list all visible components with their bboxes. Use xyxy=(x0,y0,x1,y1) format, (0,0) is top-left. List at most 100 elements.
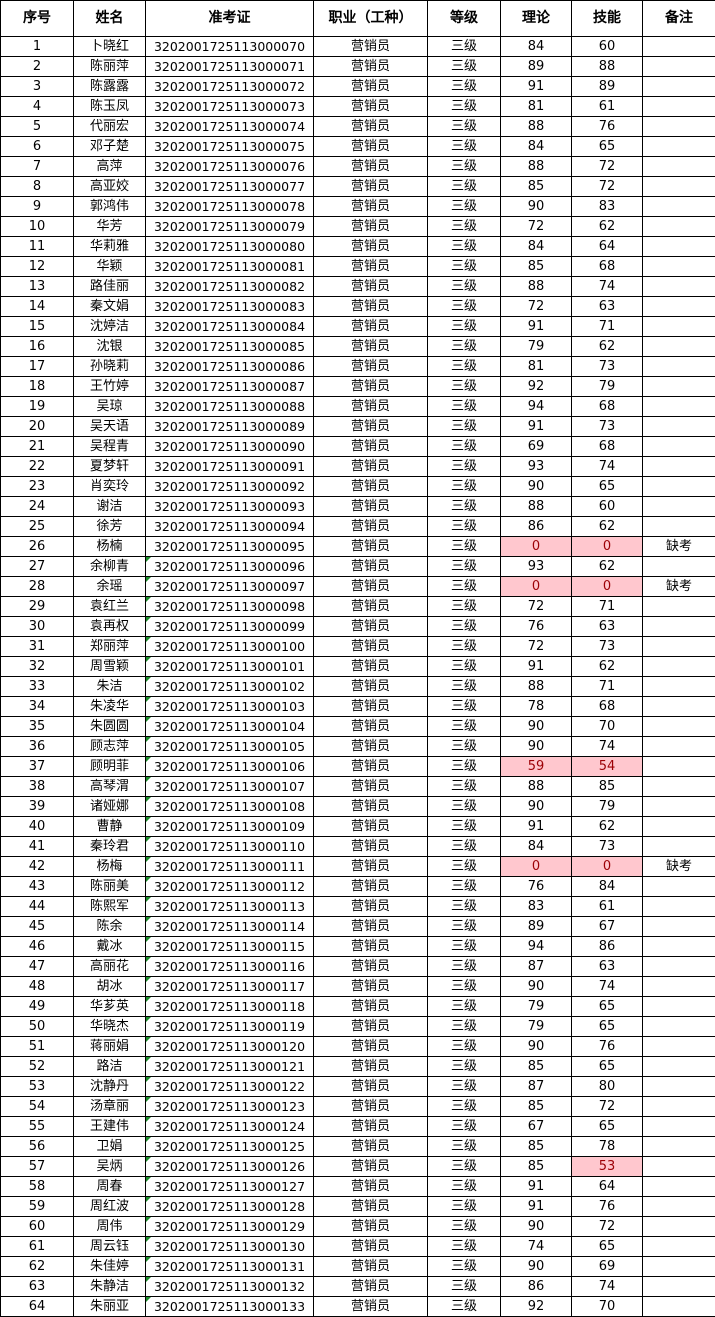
cell-occupation[interactable]: 营销员 xyxy=(313,1216,428,1237)
cell-index[interactable]: 5 xyxy=(0,116,74,137)
cell-index[interactable]: 62 xyxy=(0,1256,74,1277)
cell-exam-id[interactable]: 3202001725113000116 xyxy=(145,956,314,977)
header-remark[interactable]: 备注 xyxy=(642,0,715,37)
cell-index[interactable]: 60 xyxy=(0,1216,74,1237)
cell-name[interactable]: 华颖 xyxy=(73,256,146,277)
cell-theory[interactable]: 91 xyxy=(500,416,572,437)
cell-remark[interactable] xyxy=(642,876,715,897)
cell-theory[interactable]: 72 xyxy=(500,596,572,617)
cell-occupation[interactable]: 营销员 xyxy=(313,416,428,437)
cell-exam-id[interactable]: 3202001725113000071 xyxy=(145,56,314,77)
cell-remark[interactable] xyxy=(642,896,715,917)
cell-skill[interactable]: 65 xyxy=(571,476,643,497)
cell-skill[interactable]: 79 xyxy=(571,376,643,397)
cell-remark[interactable] xyxy=(642,1256,715,1277)
cell-name[interactable]: 卜晓红 xyxy=(73,36,146,57)
cell-occupation[interactable]: 营销员 xyxy=(313,876,428,897)
cell-exam-id[interactable]: 3202001725113000120 xyxy=(145,1036,314,1057)
cell-level[interactable]: 三级 xyxy=(427,956,501,977)
cell-skill[interactable]: 62 xyxy=(571,216,643,237)
cell-theory[interactable]: 94 xyxy=(500,936,572,957)
cell-index[interactable]: 21 xyxy=(0,436,74,457)
cell-skill[interactable]: 60 xyxy=(571,36,643,57)
cell-remark[interactable] xyxy=(642,956,715,977)
cell-skill[interactable]: 70 xyxy=(571,1296,643,1317)
cell-name[interactable]: 陈丽萍 xyxy=(73,56,146,77)
cell-level[interactable]: 三级 xyxy=(427,1196,501,1217)
cell-index[interactable]: 54 xyxy=(0,1096,74,1117)
cell-name[interactable]: 戴冰 xyxy=(73,936,146,957)
cell-remark[interactable] xyxy=(642,396,715,417)
cell-level[interactable]: 三级 xyxy=(427,1076,501,1097)
cell-theory[interactable]: 83 xyxy=(500,896,572,917)
cell-index[interactable]: 9 xyxy=(0,196,74,217)
cell-remark[interactable] xyxy=(642,196,715,217)
cell-skill[interactable]: 60 xyxy=(571,496,643,517)
cell-remark[interactable] xyxy=(642,1096,715,1117)
cell-name[interactable]: 朱丽亚 xyxy=(73,1296,146,1317)
cell-remark[interactable] xyxy=(642,616,715,637)
cell-name[interactable]: 朱静洁 xyxy=(73,1276,146,1297)
cell-name[interactable]: 周雪颖 xyxy=(73,656,146,677)
cell-remark[interactable] xyxy=(642,436,715,457)
cell-name[interactable]: 华芗英 xyxy=(73,996,146,1017)
cell-remark[interactable] xyxy=(642,1156,715,1177)
cell-level[interactable]: 三级 xyxy=(427,76,501,97)
cell-index[interactable]: 25 xyxy=(0,516,74,537)
cell-theory[interactable]: 90 xyxy=(500,476,572,497)
cell-name[interactable]: 周云钰 xyxy=(73,1236,146,1257)
cell-theory[interactable]: 90 xyxy=(500,736,572,757)
cell-theory[interactable]: 76 xyxy=(500,616,572,637)
cell-name[interactable]: 华芳 xyxy=(73,216,146,237)
cell-occupation[interactable]: 营销员 xyxy=(313,1276,428,1297)
cell-level[interactable]: 三级 xyxy=(427,876,501,897)
cell-index[interactable]: 36 xyxy=(0,736,74,757)
cell-name[interactable]: 蒋丽娟 xyxy=(73,1036,146,1057)
cell-theory[interactable]: 84 xyxy=(500,236,572,257)
cell-theory[interactable]: 88 xyxy=(500,116,572,137)
cell-level[interactable]: 三级 xyxy=(427,696,501,717)
cell-name[interactable]: 代丽宏 xyxy=(73,116,146,137)
cell-exam-id[interactable]: 3202001725113000087 xyxy=(145,376,314,397)
cell-index[interactable]: 18 xyxy=(0,376,74,397)
cell-level[interactable]: 三级 xyxy=(427,1256,501,1277)
cell-name[interactable]: 陈丽美 xyxy=(73,876,146,897)
cell-name[interactable]: 陈露露 xyxy=(73,76,146,97)
cell-theory[interactable]: 88 xyxy=(500,156,572,177)
cell-exam-id[interactable]: 3202001725113000092 xyxy=(145,476,314,497)
cell-remark[interactable] xyxy=(642,1056,715,1077)
cell-skill[interactable]: 72 xyxy=(571,176,643,197)
cell-theory[interactable]: 93 xyxy=(500,556,572,577)
cell-skill[interactable]: 85 xyxy=(571,776,643,797)
cell-theory[interactable]: 85 xyxy=(500,1096,572,1117)
cell-occupation[interactable]: 营销员 xyxy=(313,196,428,217)
cell-occupation[interactable]: 营销员 xyxy=(313,696,428,717)
cell-index[interactable]: 1 xyxy=(0,36,74,57)
cell-occupation[interactable]: 营销员 xyxy=(313,856,428,877)
cell-exam-id[interactable]: 3202001725113000077 xyxy=(145,176,314,197)
cell-theory[interactable]: 90 xyxy=(500,716,572,737)
cell-exam-id[interactable]: 3202001725113000124 xyxy=(145,1116,314,1137)
cell-level[interactable]: 三级 xyxy=(427,236,501,257)
cell-occupation[interactable]: 营销员 xyxy=(313,776,428,797)
cell-exam-id[interactable]: 3202001725113000123 xyxy=(145,1096,314,1117)
cell-index[interactable]: 39 xyxy=(0,796,74,817)
cell-skill[interactable]: 61 xyxy=(571,896,643,917)
cell-occupation[interactable]: 营销员 xyxy=(313,296,428,317)
cell-level[interactable]: 三级 xyxy=(427,1116,501,1137)
cell-remark[interactable] xyxy=(642,816,715,837)
cell-exam-id[interactable]: 3202001725113000115 xyxy=(145,936,314,957)
cell-index[interactable]: 33 xyxy=(0,676,74,697)
cell-occupation[interactable]: 营销员 xyxy=(313,1076,428,1097)
cell-name[interactable]: 卫娟 xyxy=(73,1136,146,1157)
cell-remark[interactable] xyxy=(642,1116,715,1137)
cell-index[interactable]: 11 xyxy=(0,236,74,257)
cell-exam-id[interactable]: 3202001725113000114 xyxy=(145,916,314,937)
cell-theory[interactable]: 81 xyxy=(500,356,572,377)
cell-occupation[interactable]: 营销员 xyxy=(313,256,428,277)
cell-name[interactable]: 杨梅 xyxy=(73,856,146,877)
cell-index[interactable]: 16 xyxy=(0,336,74,357)
cell-remark[interactable] xyxy=(642,716,715,737)
cell-level[interactable]: 三级 xyxy=(427,636,501,657)
cell-name[interactable]: 高亚姣 xyxy=(73,176,146,197)
